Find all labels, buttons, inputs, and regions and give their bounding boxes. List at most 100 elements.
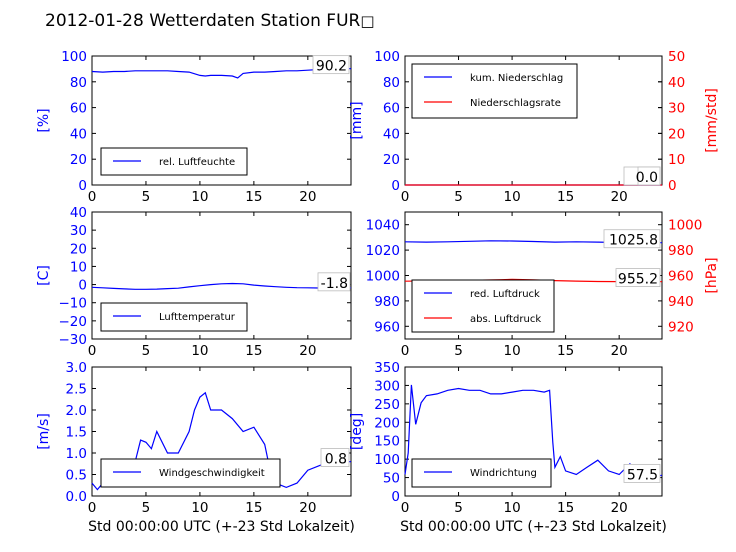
y-tick-label: 300 [374, 378, 400, 394]
series-line-1 [91, 67, 351, 79]
x-tick-label: 20 [299, 343, 316, 359]
y-tick-label: 100 [374, 49, 400, 65]
x-tick-label: 5 [454, 189, 463, 205]
x-tick-label: 10 [503, 500, 520, 516]
x-tick-label: 5 [454, 343, 463, 359]
x-tick-label: 5 [142, 500, 151, 516]
x-tick-label: 10 [191, 500, 208, 516]
chart-panel-1: 0 5 10 15 20 0 20 40 60 80 100 [%] rel. Luftfeuchte 9… [36, 49, 352, 205]
y-axis-label-right: [mm/std] [704, 88, 720, 153]
x-tick-label: 0 [401, 500, 410, 516]
y-right-tick-label: 920 [668, 319, 694, 335]
y-tick-label: 350 [374, 360, 400, 376]
y-right-tick-label: 940 [668, 294, 694, 310]
annotation-box [312, 55, 350, 75]
y-tick-label: 980 [374, 294, 400, 310]
legend: Windgeschwindigkeit [100, 458, 281, 488]
legend-entry: Lufttemperatur [159, 312, 236, 323]
y-tick-label: 2.0 [66, 403, 87, 419]
y-right-tick-label: 40 [668, 75, 685, 91]
y-right-tick-label: 30 [668, 101, 685, 117]
y-axis-label-right: [hPa] [704, 257, 720, 293]
x-tick-label: 0 [88, 343, 97, 359]
x-tick-label: 15 [557, 500, 574, 516]
y-right-tick-label: 0 [668, 178, 677, 194]
y-tick-label: 10 [70, 259, 87, 275]
x-tick-label: 20 [299, 500, 316, 516]
chart-panel-5: 0 5 10 15 20 0.0 0.5 1.0 1.5 2.0 2.5 3.0 [m/s] Std 00… [36, 360, 355, 535]
annotation-box [615, 268, 661, 287]
legend-entry: rel. Luftfeuchte [159, 157, 235, 168]
series-line-1 [404, 384, 663, 477]
y-axis-label: [C] [36, 265, 52, 286]
legend: Lufttemperatur [100, 302, 248, 332]
y-tick-label: 100 [61, 49, 87, 65]
x-tick-label: 15 [557, 343, 574, 359]
y-tick-label: 100 [374, 452, 400, 468]
legend-frame [100, 147, 248, 176]
y-tick-label: 0.0 [66, 489, 87, 505]
legend-frame [100, 458, 281, 488]
figure-title: 2012-01-28 Wetterdaten Station FUR□ [45, 11, 375, 31]
y-tick-label: 200 [374, 415, 400, 431]
legend-entry: kum. Niederschlag [470, 73, 563, 84]
x-tick-label: 20 [611, 500, 628, 516]
series-line-1 [91, 282, 351, 290]
y-tick-label: 40 [70, 126, 87, 142]
legend: red. Luftdruck abs. Luftdruck [411, 279, 555, 333]
legend: Windrichtung [411, 458, 552, 488]
y-tick-label: 150 [374, 434, 400, 450]
y-tick-label: 60 [70, 101, 87, 117]
y-tick-label: 1040 [366, 218, 400, 234]
y-tick-label: 80 [383, 75, 400, 91]
y-tick-label: 0 [391, 489, 400, 505]
y-right-tick-label: 20 [668, 126, 685, 142]
x-tick-label: 0 [88, 500, 97, 516]
x-tick-label: 10 [191, 343, 208, 359]
y-tick-label: 20 [70, 241, 87, 257]
x-axis-label: Std 00:00:00 UTC (+-23 Std Lokalzeit) [400, 519, 667, 535]
y-tick-label: −20 [59, 314, 88, 330]
value-annotation: 955.2 [618, 272, 658, 288]
y-tick-label: 30 [70, 223, 87, 239]
figure-title-glyph: □ [360, 12, 374, 30]
x-tick-label: 5 [142, 189, 151, 205]
y-tick-label: −30 [59, 332, 88, 348]
y-tick-label: 0 [391, 178, 400, 194]
x-tick-label: 5 [142, 343, 151, 359]
legend-frame [100, 302, 248, 332]
y-tick-label: 50 [383, 471, 400, 487]
y-tick-label: 0.5 [66, 468, 87, 484]
y-tick-label: 3.0 [66, 360, 87, 376]
y-axis-label: [m/s] [36, 413, 52, 450]
y-tick-label: 1.5 [66, 425, 87, 441]
y-tick-label: 20 [383, 152, 400, 168]
legend: kum. Niederschlag Niederschlagsrate [411, 63, 578, 119]
x-tick-label: 15 [557, 189, 574, 205]
y-tick-label: 20 [70, 152, 87, 168]
x-tick-label: 15 [245, 500, 262, 516]
y-axis-label: [mm] [349, 101, 365, 139]
annotation-box [603, 229, 661, 249]
y-right-tick-label: 980 [668, 243, 694, 259]
y-tick-label: 960 [374, 319, 400, 335]
legend-entry: Windgeschwindigkeit [159, 468, 265, 479]
x-tick-label: 20 [299, 189, 316, 205]
chart-panel-4: 0 5 10 15 20 960 980 1000 1020 1040 920 940 960 980 10… [366, 211, 720, 359]
y-right-tick-label: 1000 [668, 218, 702, 234]
legend-entry: Windrichtung [470, 468, 537, 479]
y-tick-label: 40 [70, 205, 87, 221]
y-right-tick-label: 10 [668, 152, 685, 168]
x-tick-label: 15 [245, 343, 262, 359]
x-tick-label: 0 [401, 189, 410, 205]
chart-panel-2: 0 5 10 15 20 0 20 40 60 80 100 0 10 20 30 40 50 [mm] [mm/s… [349, 49, 720, 205]
y-axis-label: [%] [36, 108, 52, 132]
annotation-box [623, 463, 661, 483]
legend-entry: Niederschlagsrate [470, 98, 561, 109]
y-tick-label: 1020 [366, 243, 400, 259]
value-annotation: 0.0 [636, 170, 658, 186]
legend-frame [411, 279, 555, 333]
value-annotation: 1025.8 [609, 233, 658, 249]
